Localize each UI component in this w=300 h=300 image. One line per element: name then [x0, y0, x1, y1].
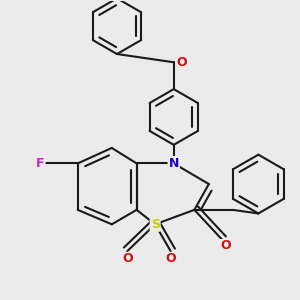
Text: O: O — [122, 252, 133, 266]
Text: O: O — [176, 56, 187, 69]
Text: F: F — [36, 157, 45, 170]
Text: N: N — [169, 157, 179, 170]
Text: S: S — [151, 218, 160, 231]
Text: O: O — [220, 239, 231, 253]
Text: O: O — [165, 252, 176, 266]
